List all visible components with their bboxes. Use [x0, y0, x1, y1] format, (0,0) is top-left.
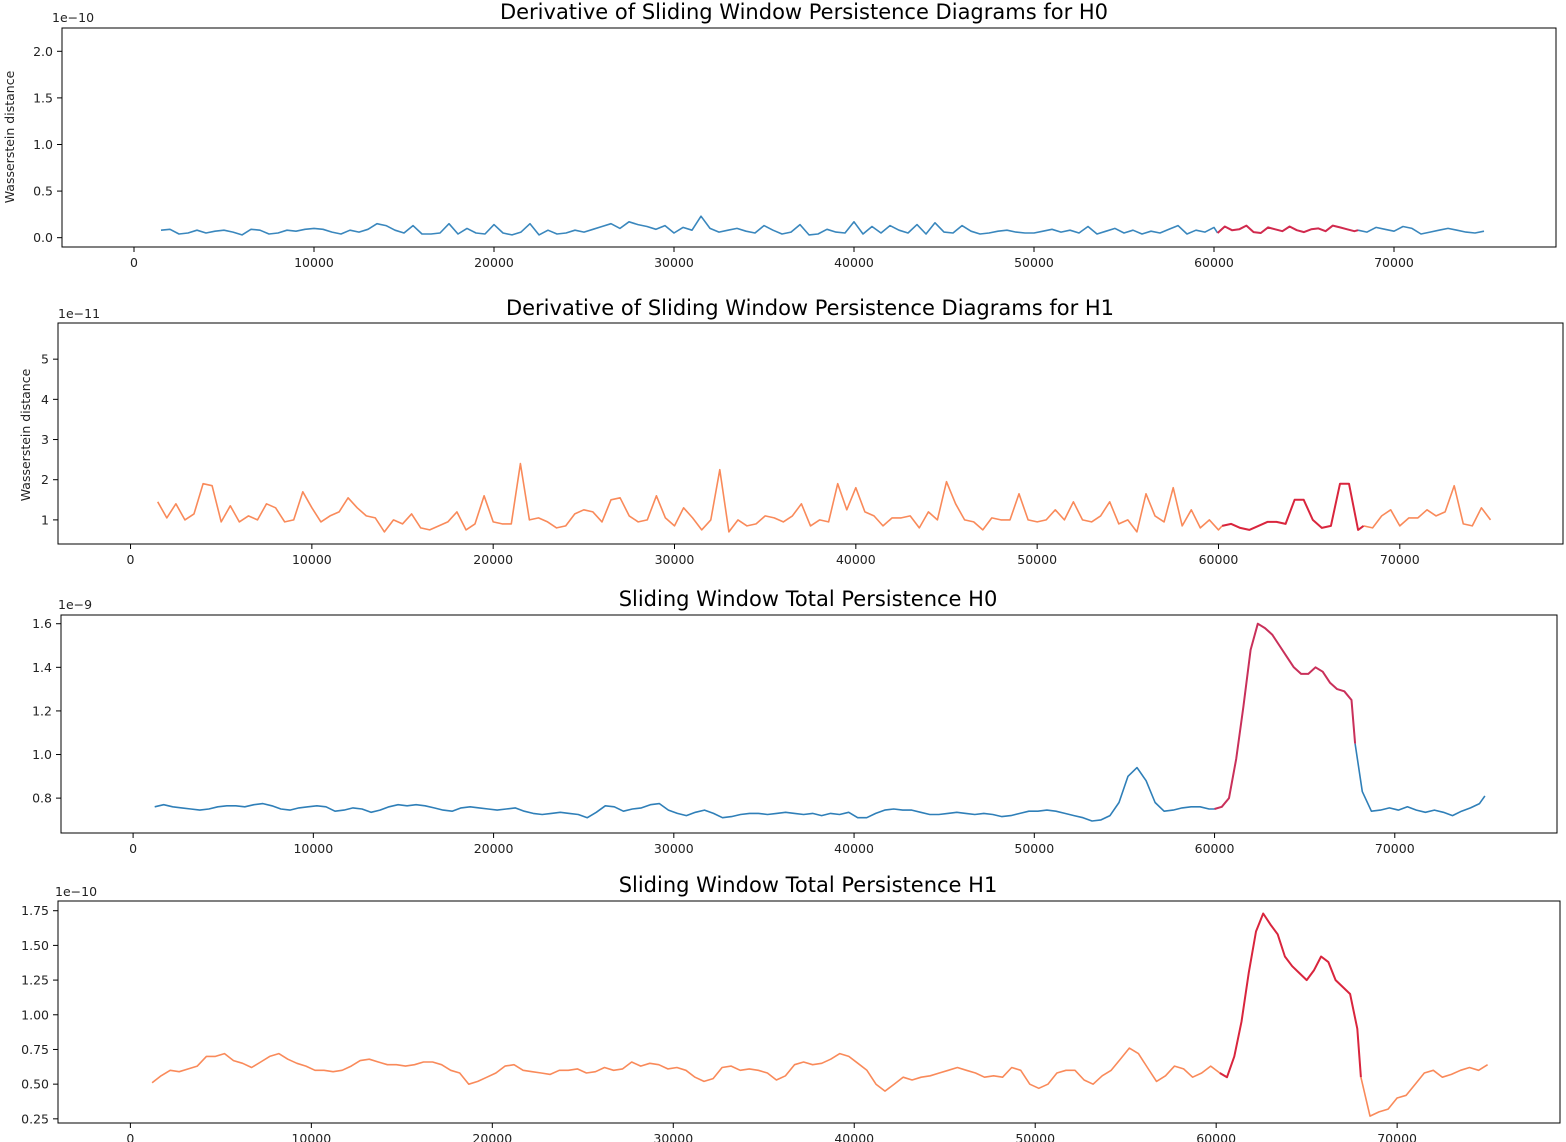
series-line-after	[1354, 743, 1486, 817]
x-tick-label: 0	[130, 255, 138, 270]
y-tick-label: 3	[41, 432, 49, 447]
x-tick-label: 20000	[474, 841, 514, 856]
axes-frame	[57, 322, 1564, 545]
y-tick-label: 1.0	[32, 747, 52, 762]
x-tick-label: 30000	[653, 1131, 693, 1142]
series-line-highlight	[1216, 224, 1359, 234]
x-tick-label: 0	[129, 841, 137, 856]
x-tick-label: 50000	[1014, 255, 1054, 270]
x-tick-label: 10000	[291, 1131, 331, 1142]
series-line-after	[1363, 484, 1492, 529]
x-tick-label: 0	[127, 552, 135, 567]
y-tick-label: 0.5	[33, 184, 53, 199]
x-tick-label: 30000	[654, 841, 694, 856]
x-tick-label: 60000	[1196, 1131, 1236, 1142]
y-tick-label: 1.5	[33, 90, 53, 105]
x-tick-label: 70000	[1375, 841, 1415, 856]
x-tick-label: 50000	[1015, 1131, 1055, 1142]
axis-offset-label: 1e−9	[58, 597, 92, 612]
x-tick-label: 30000	[654, 255, 694, 270]
axis-offset-label: 1e−10	[52, 10, 94, 25]
x-tick-label: 70000	[1377, 1131, 1417, 1142]
axis-offset-label: 1e−11	[58, 306, 100, 321]
panel-title: Sliding Window Total Persistence H0	[619, 587, 998, 611]
x-tick-label: 0	[126, 1131, 134, 1142]
y-tick-label: 1.50	[21, 938, 49, 953]
y-tick-label: 1.2	[32, 703, 52, 718]
series-line-before	[154, 766, 1215, 822]
x-tick-label: 40000	[836, 552, 876, 567]
y-tick-label: 2.0	[33, 44, 53, 59]
panel-total-persistence-h1: Sliding Window Total Persistence H1 1e−1…	[21, 873, 1561, 1142]
series-line-before	[157, 462, 1223, 533]
panel-derivative-h0: Derivative of Sliding Window Persistence…	[2, 0, 1557, 270]
y-tick-label: 1.0	[33, 137, 53, 152]
y-tick-label: 1	[41, 512, 49, 527]
y-tick-label: 0.8	[32, 791, 52, 806]
x-tick-label: 50000	[1017, 552, 1057, 567]
x-tick-label: 60000	[1199, 552, 1239, 567]
x-tick-label: 30000	[655, 552, 695, 567]
x-tick-label: 60000	[1195, 841, 1235, 856]
series-line-after	[1360, 1064, 1489, 1117]
series-line-highlight	[1221, 482, 1365, 531]
y-axis-label: Wasserstein distance	[18, 368, 33, 501]
y-tick-label: 4	[41, 392, 49, 407]
axes-frame	[60, 614, 1558, 834]
series-line-after	[1357, 225, 1485, 235]
series-line-highlight	[1214, 622, 1357, 810]
x-tick-label: 20000	[472, 1131, 512, 1142]
y-tick-label: 1.75	[21, 903, 49, 918]
x-tick-label: 40000	[834, 255, 874, 270]
y-axis-label: Wasserstein distance	[2, 70, 17, 203]
x-tick-label: 50000	[1014, 841, 1054, 856]
series-line-before	[160, 215, 1219, 236]
y-tick-label: 0.50	[21, 1077, 49, 1092]
y-tick-label: 1.25	[21, 973, 49, 988]
y-tick-label: 1.00	[21, 1007, 49, 1022]
axes-frame	[61, 27, 1557, 248]
x-tick-label: 10000	[293, 841, 333, 856]
series-line-before	[151, 1047, 1221, 1092]
x-tick-label: 60000	[1194, 255, 1234, 270]
y-tick-label: 0.25	[21, 1111, 49, 1126]
series-line-highlight	[1219, 912, 1362, 1079]
axis-offset-label: 1e−10	[55, 884, 97, 899]
y-tick-label: 0.0	[33, 230, 53, 245]
x-tick-label: 10000	[292, 552, 332, 567]
x-tick-label: 70000	[1374, 255, 1414, 270]
axes-frame	[57, 900, 1561, 1124]
panel-title: Sliding Window Total Persistence H1	[619, 873, 998, 897]
y-tick-label: 5	[41, 352, 49, 367]
y-tick-label: 1.6	[32, 616, 52, 631]
x-tick-label: 40000	[834, 1131, 874, 1142]
panel-derivative-h1: Derivative of Sliding Window Persistence…	[18, 296, 1564, 567]
x-tick-label: 20000	[473, 552, 513, 567]
panel-total-persistence-h0: Sliding Window Total Persistence H0 1e−9…	[32, 587, 1558, 856]
panel-title: Derivative of Sliding Window Persistence…	[506, 296, 1114, 320]
x-tick-label: 10000	[294, 255, 334, 270]
x-tick-label: 40000	[834, 841, 874, 856]
x-tick-label: 20000	[474, 255, 514, 270]
x-tick-label: 70000	[1380, 552, 1420, 567]
y-tick-label: 0.75	[21, 1042, 49, 1057]
panel-title: Derivative of Sliding Window Persistence…	[500, 0, 1108, 24]
y-tick-label: 2	[41, 472, 49, 487]
y-tick-label: 1.4	[32, 660, 52, 675]
